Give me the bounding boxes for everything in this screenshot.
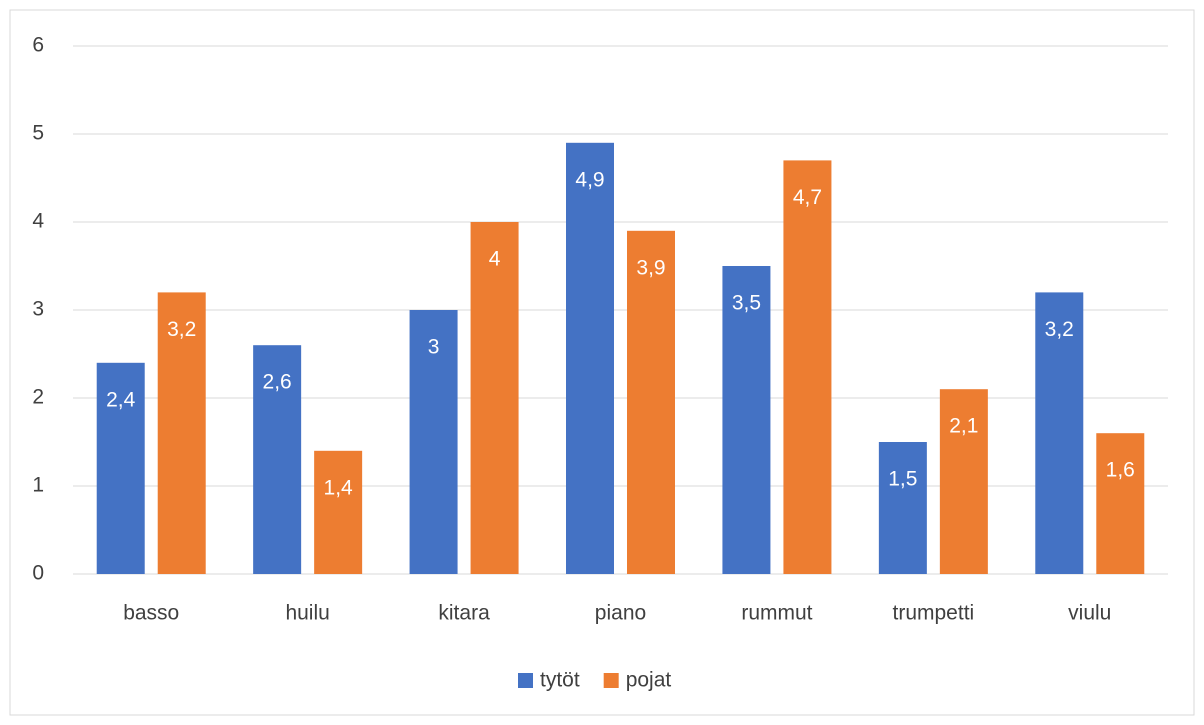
bar — [96, 362, 145, 574]
legend-swatch — [603, 673, 619, 688]
y-tick-label: 4 — [32, 210, 44, 233]
y-tick-label: 3 — [32, 298, 44, 321]
y-tick-label: 5 — [32, 122, 44, 145]
bar — [253, 345, 302, 574]
bar — [566, 142, 614, 575]
data-label: 2,1 — [949, 415, 978, 438]
x-tick-label: rummut — [741, 602, 812, 625]
data-label: 4 — [489, 248, 501, 271]
x-tick-label: basso — [123, 602, 179, 625]
bar — [627, 230, 675, 575]
bar — [157, 292, 206, 574]
data-label: 2,4 — [106, 388, 136, 411]
legend-swatch — [518, 673, 533, 688]
x-tick-label: piano — [595, 602, 646, 625]
bar — [470, 222, 519, 574]
data-label: 3,9 — [636, 256, 665, 279]
bar — [722, 266, 771, 574]
y-tick-label: 0 — [32, 562, 44, 585]
y-tick-label: 1 — [32, 474, 44, 497]
bar — [409, 310, 458, 574]
data-label: 2,6 — [263, 371, 292, 394]
data-label: 1,4 — [324, 476, 354, 499]
y-tick-label: 6 — [32, 34, 44, 57]
x-tick-label: trumpetti — [893, 602, 975, 625]
data-label: 3,2 — [1045, 318, 1074, 341]
bar — [939, 389, 988, 574]
data-label: 3 — [428, 336, 440, 359]
y-tick-label: 2 — [32, 386, 44, 409]
data-label: 4,7 — [793, 186, 822, 209]
x-tick-label: viulu — [1068, 602, 1111, 625]
bar — [1096, 433, 1145, 574]
bar — [878, 442, 927, 574]
data-label: 3,5 — [732, 292, 761, 315]
x-tick-label: kitara — [438, 602, 490, 625]
bar — [783, 160, 832, 574]
data-label: 1,5 — [888, 468, 917, 491]
data-label: 4,9 — [575, 168, 604, 191]
x-tick-label: huilu — [285, 602, 329, 625]
data-label: 1,6 — [1106, 459, 1135, 482]
legend-label: pojat — [626, 669, 672, 692]
bar — [314, 450, 363, 574]
bar — [1035, 292, 1084, 574]
data-label: 3,2 — [167, 318, 196, 341]
legend-label: tytöt — [540, 669, 580, 692]
